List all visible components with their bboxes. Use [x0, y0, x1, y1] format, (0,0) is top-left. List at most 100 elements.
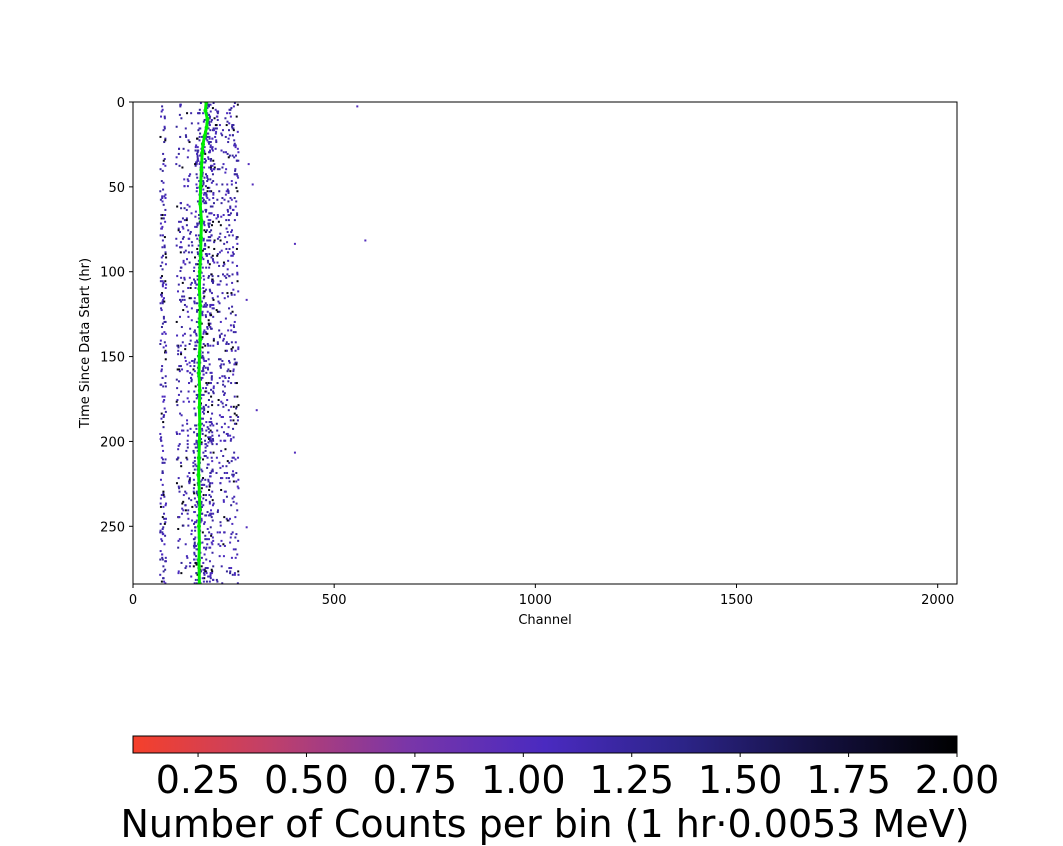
count-cell	[195, 173, 198, 176]
peak-track-point	[198, 337, 203, 342]
count-cell	[163, 236, 166, 239]
count-cell	[202, 112, 205, 115]
count-cell	[209, 149, 212, 152]
count-cell	[235, 361, 238, 364]
count-cell	[162, 315, 165, 318]
count-cell	[221, 359, 224, 362]
count-cell	[194, 412, 197, 415]
count-cell	[201, 249, 204, 252]
count-cell	[201, 351, 204, 354]
count-cell	[159, 497, 162, 500]
count-cell	[219, 232, 222, 235]
count-cell	[208, 222, 211, 225]
count-cell	[237, 456, 240, 459]
count-cell	[203, 118, 206, 121]
peak-track-point	[197, 507, 202, 512]
count-cell	[163, 512, 166, 515]
count-cell	[195, 555, 198, 558]
count-cell	[201, 577, 204, 580]
count-cell	[212, 339, 215, 342]
count-cell	[184, 249, 187, 252]
count-cell	[219, 365, 222, 368]
count-cell	[230, 405, 233, 408]
count-cell	[217, 215, 220, 218]
count-cell	[196, 251, 199, 254]
count-cell	[212, 385, 215, 388]
count-cell	[229, 207, 232, 210]
count-cell	[207, 219, 210, 222]
count-cell	[188, 174, 191, 177]
count-cell	[196, 151, 199, 154]
count-cell	[208, 117, 211, 120]
plot-area	[133, 102, 957, 584]
count-cell	[162, 163, 165, 166]
count-cell	[202, 188, 205, 191]
count-cell	[223, 439, 226, 442]
y-tick-label: 100	[100, 266, 125, 281]
count-cell	[203, 158, 206, 161]
count-cell	[219, 521, 222, 524]
count-cell	[200, 502, 203, 505]
count-cell	[159, 198, 162, 201]
count-cell	[231, 208, 234, 211]
count-cell	[202, 258, 205, 261]
count-cell	[204, 548, 207, 551]
count-cell	[218, 251, 221, 254]
count-cell	[212, 280, 215, 283]
count-cell	[203, 149, 206, 152]
count-cell	[200, 512, 203, 515]
count-cell	[205, 421, 208, 424]
count-cell	[210, 509, 213, 512]
count-cell	[201, 370, 204, 373]
count-cell	[213, 239, 216, 242]
count-cell	[201, 336, 204, 339]
count-cell	[187, 382, 190, 385]
count-cell	[200, 438, 203, 441]
count-cell	[210, 441, 213, 444]
count-cell	[213, 129, 216, 132]
count-cell	[159, 438, 162, 441]
count-cell	[190, 281, 193, 284]
count-cell	[211, 551, 214, 554]
count-cell	[195, 190, 198, 193]
count-cell	[204, 302, 207, 305]
count-cell	[237, 573, 240, 576]
count-cell	[204, 159, 207, 162]
count-cell	[193, 302, 196, 305]
count-cell	[232, 129, 235, 132]
count-cell	[164, 208, 167, 211]
count-cell	[202, 332, 205, 335]
count-cell	[183, 178, 186, 181]
count-cell	[207, 276, 210, 279]
count-cell	[175, 237, 178, 240]
count-cell	[161, 556, 164, 559]
peak-track-point	[196, 558, 201, 563]
count-cell	[223, 516, 226, 519]
count-cell	[196, 446, 199, 449]
count-cell	[204, 478, 207, 481]
count-cell	[196, 278, 199, 281]
count-cell	[195, 225, 198, 228]
peak-track-point	[196, 473, 201, 478]
count-cell	[160, 383, 163, 386]
count-cell	[213, 214, 216, 217]
count-cell	[162, 415, 165, 418]
count-cell	[219, 280, 222, 283]
count-cell	[217, 543, 220, 546]
count-cell	[216, 214, 219, 217]
count-cell	[164, 320, 167, 323]
count-cell	[201, 541, 204, 544]
count-cell	[229, 434, 232, 437]
count-cell	[215, 127, 218, 130]
count-cell	[225, 432, 228, 435]
count-cell	[194, 164, 197, 167]
count-cell	[215, 217, 218, 220]
count-cell	[224, 117, 227, 120]
count-cell	[195, 183, 198, 186]
count-cell	[162, 494, 165, 497]
count-cell	[234, 349, 237, 352]
count-cell	[160, 110, 163, 113]
count-cell	[232, 124, 235, 127]
count-cell	[220, 449, 223, 452]
count-cell	[202, 343, 205, 345]
